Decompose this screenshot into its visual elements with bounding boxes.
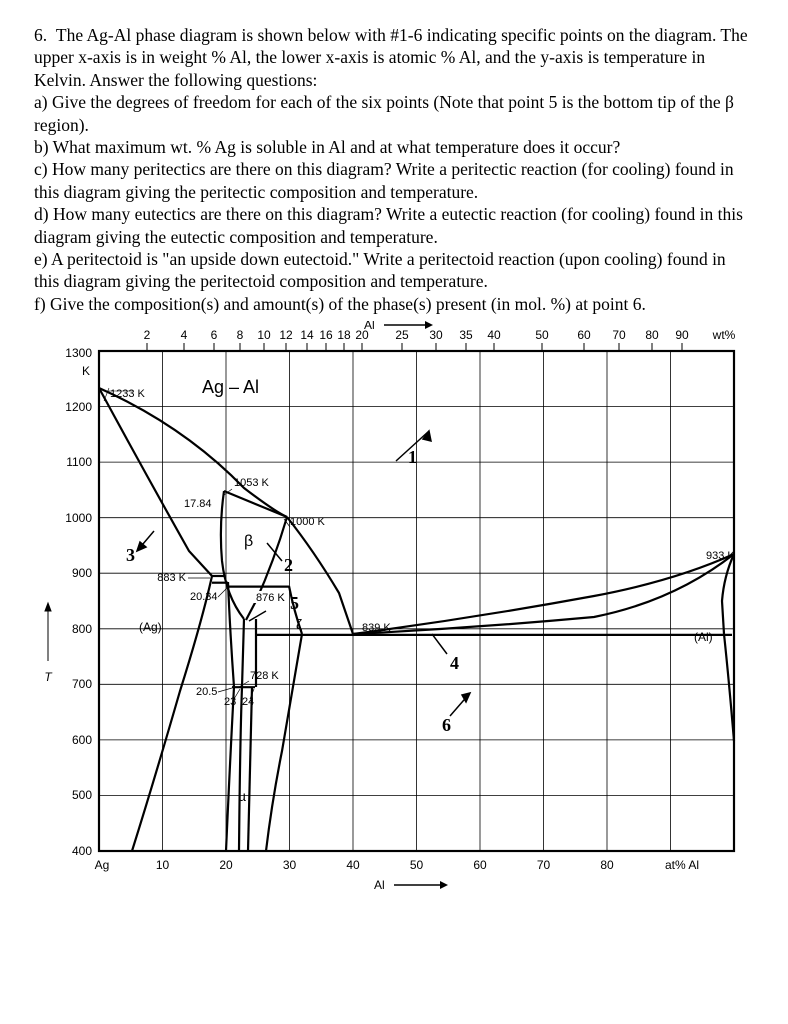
anno-1784: 17.84 (184, 498, 212, 510)
svg-text:35: 35 (459, 328, 473, 342)
svg-text:40: 40 (487, 328, 501, 342)
ytick-500: 500 (72, 788, 92, 802)
svg-text:4: 4 (181, 328, 188, 342)
anno-1053: 1053 K (234, 477, 270, 489)
ytick-900: 900 (72, 566, 92, 580)
anno-2034: 20.34 (190, 591, 218, 603)
ytick-1300: 1300 (65, 346, 92, 360)
y-unit: K (82, 364, 90, 378)
bottom-arrow-label: Al (374, 878, 385, 892)
q-number: 6. (34, 25, 47, 45)
ytick-400: 400 (72, 844, 92, 858)
svg-text:10: 10 (156, 858, 170, 872)
ytick-600: 600 (72, 733, 92, 747)
svg-text:18: 18 (337, 328, 351, 342)
top-arrow-label: Al (364, 321, 375, 332)
point-6: 6 (442, 715, 451, 735)
svg-text:60: 60 (577, 328, 591, 342)
svg-text:20: 20 (219, 858, 233, 872)
svg-text:70: 70 (537, 858, 551, 872)
phase-Al: (Al) (694, 630, 713, 644)
part-f: f) Give the composition(s) and amount(s)… (34, 293, 754, 315)
anno-24: 24 (242, 696, 254, 708)
anno-1233: 1233 K (110, 388, 146, 400)
phase-Ag: (Ag) (139, 620, 162, 634)
svg-text:30: 30 (429, 328, 443, 342)
x-bottom-right-label: at% Al (665, 858, 699, 872)
part-a: a) Give the degrees of freedom for each … (34, 91, 754, 136)
svg-text:80: 80 (645, 328, 659, 342)
anno-883: 883 K (157, 572, 186, 584)
ytick-1000: 1000 (65, 511, 92, 525)
phase-beta: β (244, 533, 253, 550)
svg-text:80: 80 (600, 858, 614, 872)
ytick-1100: 1100 (66, 455, 92, 469)
svg-text:50: 50 (535, 328, 549, 342)
part-b: b) What maximum wt. % Ag is soluble in A… (34, 136, 754, 158)
svg-text:14: 14 (300, 328, 314, 342)
point-5: 5 (290, 593, 299, 613)
svg-text:40: 40 (346, 858, 360, 872)
svg-text:876 K: 876 K (256, 592, 285, 604)
phase-mu: µ (238, 788, 246, 804)
svg-text:25: 25 (395, 328, 409, 342)
svg-text:90: 90 (675, 328, 689, 342)
svg-text:12: 12 (279, 328, 293, 342)
ytick-700: 700 (72, 677, 92, 691)
part-c: c) How many peritectics are there on thi… (34, 158, 754, 203)
svg-text:10: 10 (257, 328, 271, 342)
point-1: 1 (408, 447, 417, 467)
ytick-1200: 1200 (65, 400, 92, 414)
anno-205: 20.5 (196, 686, 217, 698)
svg-text:6: 6 (211, 328, 218, 342)
question-text: 6. The Ag-Al phase diagram is shown belo… (34, 24, 754, 315)
point-3: 3 (126, 545, 135, 565)
svg-text:16: 16 (319, 328, 333, 342)
anno-728: 728 K (250, 670, 279, 682)
svg-text:70: 70 (612, 328, 626, 342)
y-axis-label: T (44, 670, 53, 684)
x-bottom-left-label: Ag (95, 858, 110, 872)
anno-839: 839 K (362, 622, 391, 634)
svg-text:8: 8 (237, 328, 244, 342)
part-d: d) How many eutectics are there on this … (34, 203, 754, 248)
phase-zeta: ζ (296, 616, 302, 632)
system-label: Ag – Al (202, 377, 259, 397)
svg-text:50: 50 (410, 858, 424, 872)
point-2: 2 (284, 555, 293, 575)
anno-1000: 1000 K (290, 516, 326, 528)
svg-text:60: 60 (473, 858, 487, 872)
top-axis-unit: wt% (712, 328, 736, 342)
q-intro: The Ag-Al phase diagram is shown below w… (34, 25, 748, 90)
point-4: 4 (450, 653, 459, 673)
anno-933: 933 K (706, 550, 735, 562)
svg-text:2: 2 (144, 328, 151, 342)
svg-text:30: 30 (283, 858, 297, 872)
ytick-800: 800 (72, 622, 92, 636)
part-e: e) A peritectoid is "an upside down eute… (34, 248, 754, 293)
phase-diagram: 400 500 600 700 800 900 1000 1100 1200 1… (34, 321, 754, 911)
